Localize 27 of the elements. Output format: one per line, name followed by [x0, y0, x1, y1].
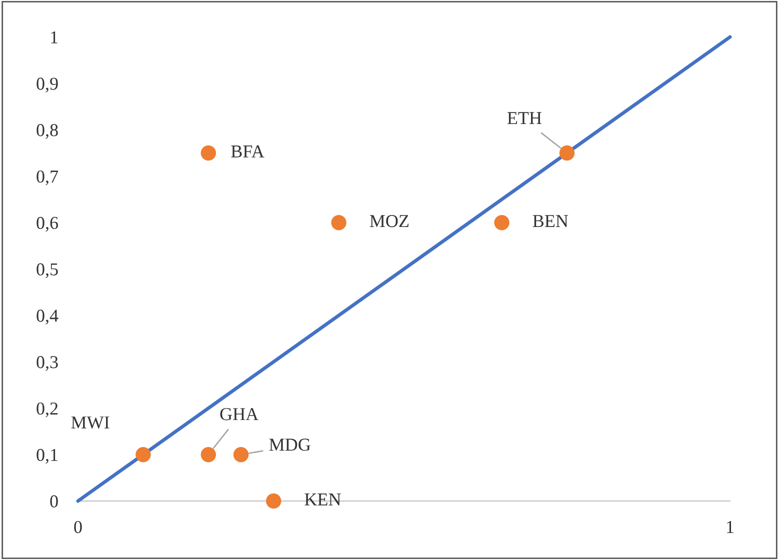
annotation: BEN [532, 215, 568, 227]
annotation: KEN [304, 494, 341, 506]
annotation: GHA [220, 408, 258, 420]
point [233, 446, 249, 462]
annotation: BFA [231, 145, 264, 158]
y-tick-label: 0,1 [36, 448, 58, 464]
point [266, 493, 282, 509]
annotation: MDG [269, 438, 310, 451]
y-tick-label: 0,4 [36, 310, 58, 324]
annotation: ETH [507, 112, 542, 124]
annotation: MOZ [370, 214, 408, 228]
y-tick-label: 0,2 [36, 402, 58, 418]
y-tick-label: 0 [50, 495, 58, 508]
y-tick-label: 0,6 [36, 216, 58, 232]
point [331, 214, 346, 230]
annotation: MWI [71, 416, 110, 429]
point [136, 446, 151, 462]
y-tick-label: 0,9 [36, 78, 58, 92]
y-tick-label: 0,8 [36, 124, 58, 139]
y-tick-label: 0,3 [36, 356, 58, 371]
y-tick-label: 1 [51, 31, 58, 44]
point [200, 446, 216, 462]
point [494, 214, 510, 230]
y-tick-label: 0,7 [36, 170, 58, 186]
point [200, 145, 216, 161]
point [559, 145, 575, 161]
y-tick-label: 0,5 [36, 263, 58, 278]
